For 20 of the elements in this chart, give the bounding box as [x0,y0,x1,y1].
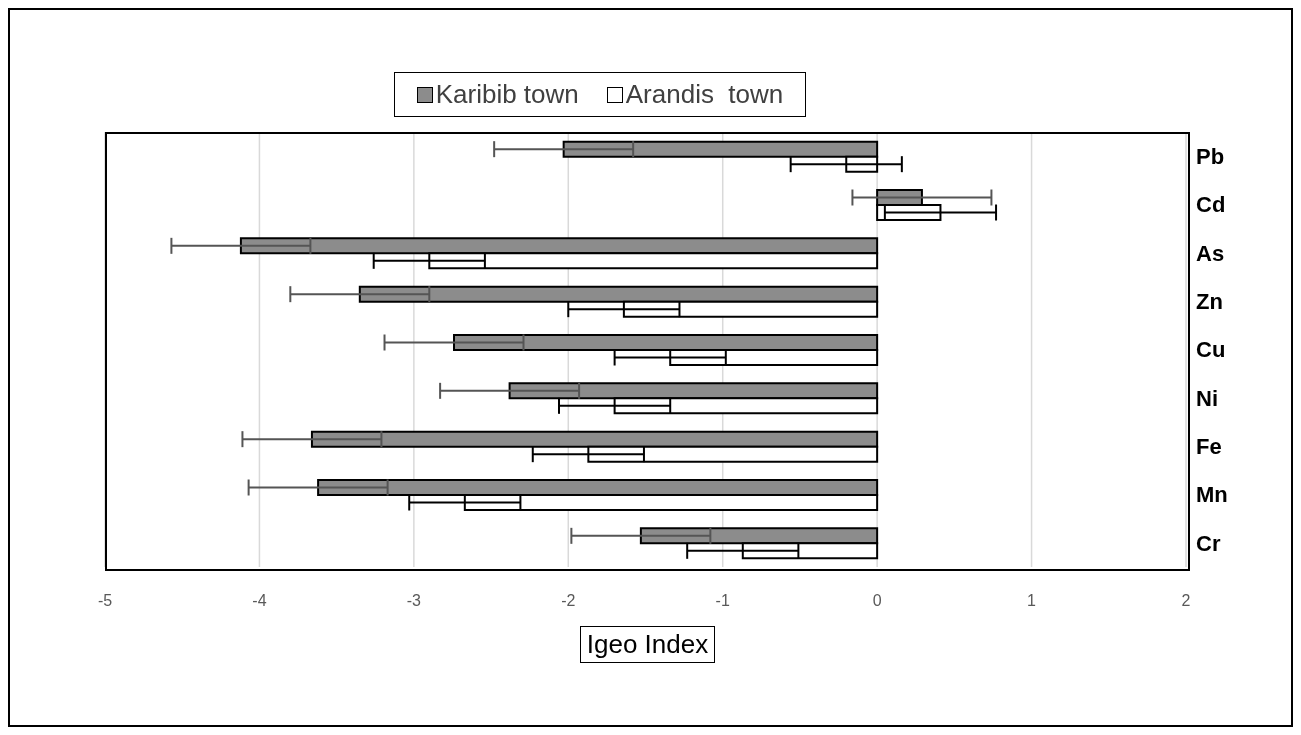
x-tick-label: -4 [252,592,267,610]
y-tick-label: Fe [1196,433,1222,459]
legend-label: Karibib town [434,79,579,110]
legend-label: Arandis town [624,79,784,110]
x-tick-label: -2 [561,592,576,610]
x-tick-label: 1 [1027,592,1037,610]
y-tick-label: Cr [1196,530,1221,556]
x-tick-label: 0 [872,592,882,610]
y-tick-label: Pb [1196,143,1225,169]
y-tick-label: Cu [1196,337,1226,363]
y-tick-label: Mn [1196,482,1228,508]
x-axis-title: Igeo Index [579,626,716,663]
x-tick-label: -5 [97,592,113,610]
x-tick-label: -3 [406,592,422,610]
x-tick-label: -1 [715,592,730,610]
y-tick-label: Zn [1196,288,1223,314]
y-tick-label: Ni [1196,385,1218,411]
y-tick-label: Cd [1196,192,1226,218]
y-tick-label: As [1196,240,1225,266]
x-tick-label: 2 [1181,592,1191,610]
